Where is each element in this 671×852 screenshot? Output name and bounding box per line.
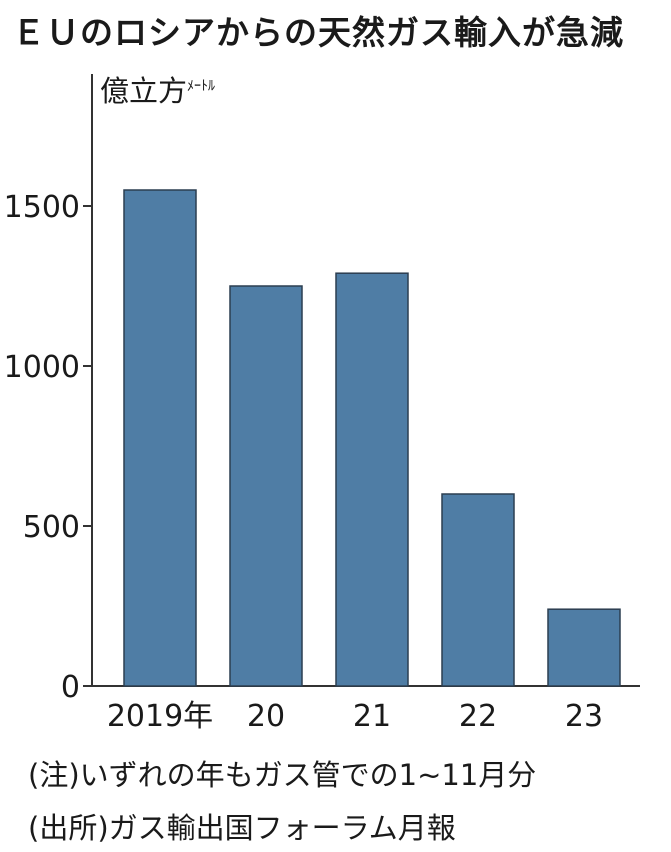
y-axis-unit: 億立方ﾒｰﾄﾙ bbox=[100, 68, 215, 110]
unit-main: 億立方 bbox=[100, 74, 188, 108]
chart-note: (注)いずれの年もガス管での1~11月分 bbox=[28, 758, 537, 792]
chart-source: (出所)ガス輸出国フォーラム月報 bbox=[28, 811, 456, 845]
y-tick-label: 0 bbox=[61, 670, 80, 705]
x-tick-label: 20 bbox=[247, 699, 285, 734]
bar bbox=[335, 272, 409, 687]
bar bbox=[123, 189, 197, 687]
x-tick-label: 22 bbox=[459, 699, 497, 734]
y-tick-label: 1500 bbox=[4, 190, 80, 225]
chart-title: ＥＵのロシアからの天然ガス輸入が急減 bbox=[12, 13, 624, 52]
unit-sub: ﾒｰﾄﾙ bbox=[187, 78, 216, 95]
y-tick-label: 1000 bbox=[4, 350, 80, 385]
x-tick-label: 2019年 bbox=[107, 699, 213, 734]
x-tick-label: 21 bbox=[353, 699, 391, 734]
x-tick-label: 23 bbox=[565, 699, 603, 734]
bar bbox=[441, 493, 515, 687]
y-tick-label: 500 bbox=[23, 510, 80, 545]
bar bbox=[547, 608, 621, 687]
bar bbox=[229, 285, 303, 687]
